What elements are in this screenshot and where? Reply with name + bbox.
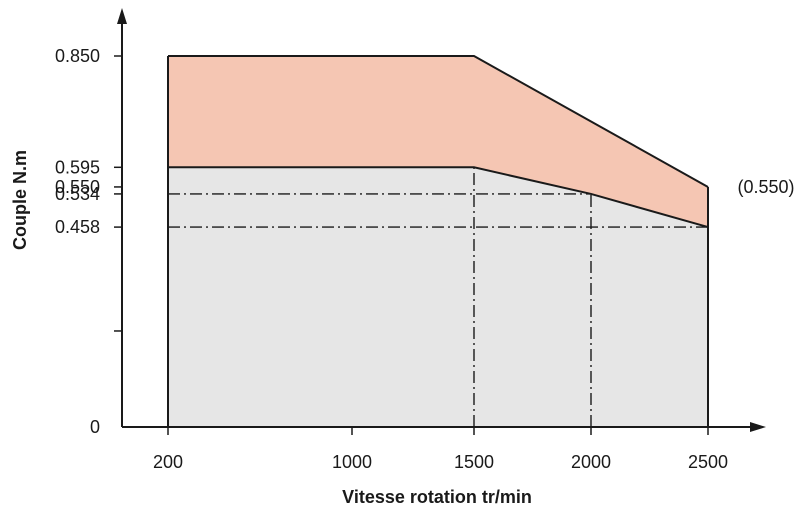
y-tick-label: 0: [90, 417, 100, 437]
x-tick-label: 2000: [571, 452, 611, 472]
chart-areas: [168, 56, 708, 428]
y-axis-title: Couple N.m: [10, 150, 30, 250]
x-axis-title: Vitesse rotation tr/min: [342, 487, 532, 507]
x-tick-label: 2500: [688, 452, 728, 472]
x-tick-label: 1000: [332, 452, 372, 472]
y-tick-label: 0.534: [55, 184, 100, 204]
x-tick-label: 200: [153, 452, 183, 472]
x-axis-arrow: [750, 422, 766, 432]
series-outlines: [167, 55, 709, 427]
annotations: (0.550): [737, 177, 794, 197]
y-tick-label: 0.458: [55, 217, 100, 237]
y-tick-label: 0.550: [55, 177, 100, 197]
value-annotation: (0.550): [737, 177, 794, 197]
lower-torque-line: [168, 166, 709, 229]
y-axis-arrow: [117, 8, 127, 24]
y-tick-label: 0.595: [55, 157, 100, 177]
lower-torque-area: [168, 167, 708, 428]
x-tick-label: 1500: [454, 452, 494, 472]
upper-torque-area: [168, 56, 708, 228]
upper-torque-line: [168, 55, 709, 188]
y-tick-label: 0.850: [55, 46, 100, 66]
reference-lines: [168, 167, 708, 427]
axes: [117, 8, 766, 432]
